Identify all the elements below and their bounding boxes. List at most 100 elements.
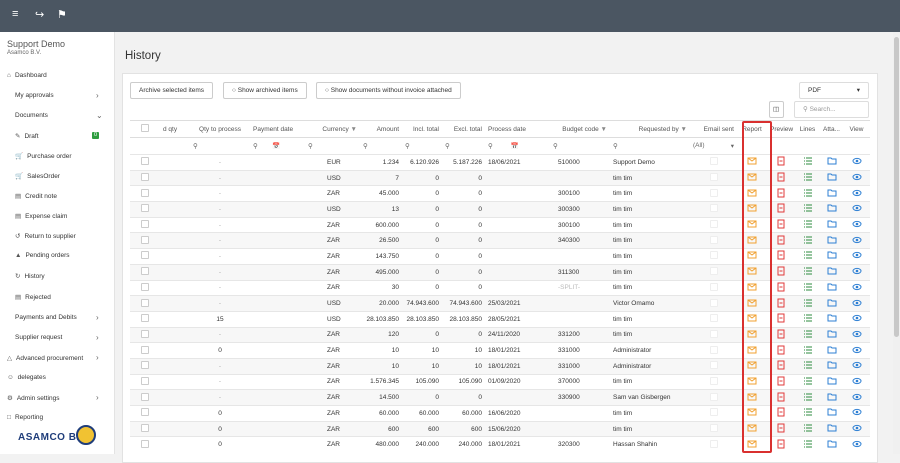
nav-item[interactable]: Supplier request bbox=[15, 334, 62, 341]
row-checkbox[interactable] bbox=[130, 202, 160, 218]
nav-item[interactable]: □Reporting bbox=[7, 414, 43, 421]
notifications-button[interactable]: ⚑ bbox=[57, 8, 67, 21]
row-checkbox[interactable] bbox=[130, 343, 160, 359]
lines-action[interactable] bbox=[795, 406, 820, 422]
lines-action[interactable] bbox=[795, 217, 820, 233]
view-action[interactable] bbox=[843, 406, 870, 422]
atta-action[interactable] bbox=[820, 170, 843, 186]
nav-item[interactable]: 🛒SalesOrder bbox=[15, 172, 60, 180]
row-checkbox[interactable] bbox=[130, 421, 160, 437]
nav-item[interactable]: My approvals bbox=[15, 92, 54, 99]
row-checkbox[interactable] bbox=[130, 406, 160, 422]
view-action[interactable] bbox=[843, 421, 870, 437]
row-checkbox[interactable] bbox=[130, 280, 160, 296]
lines-action[interactable] bbox=[795, 311, 820, 327]
view-action[interactable] bbox=[843, 217, 870, 233]
atta-action[interactable] bbox=[820, 217, 843, 233]
atta-action[interactable] bbox=[820, 374, 843, 390]
row-checkbox[interactable] bbox=[130, 327, 160, 343]
view-action[interactable] bbox=[843, 280, 870, 296]
lines-action[interactable] bbox=[795, 186, 820, 202]
search-input[interactable]: ⚲ Search... bbox=[794, 101, 869, 118]
lines-action[interactable] bbox=[795, 264, 820, 280]
view-action[interactable] bbox=[843, 358, 870, 374]
view-action[interactable] bbox=[843, 202, 870, 218]
atta-action[interactable] bbox=[820, 311, 843, 327]
nav-item[interactable]: 🛒Purchase order bbox=[15, 152, 72, 160]
lines-action[interactable] bbox=[795, 327, 820, 343]
view-action[interactable] bbox=[843, 437, 870, 453]
nav-item[interactable]: ⚙Admin settings bbox=[7, 394, 59, 402]
atta-action[interactable] bbox=[820, 186, 843, 202]
view-action[interactable] bbox=[843, 343, 870, 359]
atta-action[interactable] bbox=[820, 343, 843, 359]
view-action[interactable] bbox=[843, 233, 870, 249]
atta-action[interactable] bbox=[820, 264, 843, 280]
nav-item[interactable]: ▤Expense claim bbox=[15, 212, 67, 220]
row-checkbox[interactable] bbox=[130, 390, 160, 406]
lines-action[interactable] bbox=[795, 170, 820, 186]
nav-item[interactable]: ⌂Dashboard bbox=[7, 72, 47, 79]
lines-action[interactable] bbox=[795, 280, 820, 296]
row-checkbox[interactable] bbox=[130, 358, 160, 374]
menu-button[interactable]: ≡ bbox=[12, 8, 18, 20]
row-checkbox[interactable] bbox=[130, 155, 160, 171]
lines-action[interactable] bbox=[795, 437, 820, 453]
atta-action[interactable] bbox=[820, 327, 843, 343]
lines-action[interactable] bbox=[795, 343, 820, 359]
view-action[interactable] bbox=[843, 390, 870, 406]
view-action[interactable] bbox=[843, 186, 870, 202]
nav-item[interactable]: ▲Pending orders bbox=[15, 252, 70, 259]
nav-item[interactable]: ↺Return to supplier bbox=[15, 232, 76, 240]
view-action[interactable] bbox=[843, 264, 870, 280]
row-checkbox[interactable] bbox=[130, 217, 160, 233]
atta-action[interactable] bbox=[820, 249, 843, 265]
columns-button[interactable]: ◫ bbox=[769, 101, 784, 118]
nav-item[interactable]: ☺delegates bbox=[7, 374, 46, 381]
logout-button[interactable]: ↪ bbox=[35, 8, 44, 21]
row-checkbox[interactable] bbox=[130, 296, 160, 312]
atta-action[interactable] bbox=[820, 202, 843, 218]
lines-action[interactable] bbox=[795, 296, 820, 312]
lines-action[interactable] bbox=[795, 390, 820, 406]
lines-action[interactable] bbox=[795, 233, 820, 249]
lines-action[interactable] bbox=[795, 202, 820, 218]
atta-action[interactable] bbox=[820, 358, 843, 374]
atta-action[interactable] bbox=[820, 296, 843, 312]
atta-action[interactable] bbox=[820, 280, 843, 296]
view-action[interactable] bbox=[843, 327, 870, 343]
nav-item[interactable]: ↻History bbox=[15, 272, 45, 280]
atta-action[interactable] bbox=[820, 155, 843, 171]
atta-action[interactable] bbox=[820, 421, 843, 437]
export-select[interactable]: PDF▾ bbox=[799, 82, 869, 99]
atta-action[interactable] bbox=[820, 406, 843, 422]
view-action[interactable] bbox=[843, 374, 870, 390]
row-checkbox[interactable] bbox=[130, 249, 160, 265]
nav-item[interactable]: ✎Draft bbox=[15, 132, 39, 140]
row-checkbox[interactable] bbox=[130, 170, 160, 186]
lines-action[interactable] bbox=[795, 358, 820, 374]
row-checkbox[interactable] bbox=[130, 311, 160, 327]
toggle-no-invoice[interactable]: ○ Show documents without invoice attache… bbox=[316, 82, 461, 99]
row-checkbox[interactable] bbox=[130, 264, 160, 280]
atta-action[interactable] bbox=[820, 233, 843, 249]
view-action[interactable] bbox=[843, 155, 870, 171]
nav-item[interactable]: ▤Rejected bbox=[15, 293, 51, 301]
view-action[interactable] bbox=[843, 296, 870, 312]
nav-item[interactable]: Documents bbox=[15, 112, 48, 119]
lines-action[interactable] bbox=[795, 249, 820, 265]
row-checkbox[interactable] bbox=[130, 374, 160, 390]
view-action[interactable] bbox=[843, 311, 870, 327]
view-action[interactable] bbox=[843, 249, 870, 265]
row-checkbox[interactable] bbox=[130, 186, 160, 202]
atta-action[interactable] bbox=[820, 390, 843, 406]
nav-item[interactable]: Payments and Debits bbox=[15, 314, 77, 321]
lines-action[interactable] bbox=[795, 155, 820, 171]
archive-button[interactable]: Archive selected items bbox=[130, 82, 213, 99]
toggle-archived[interactable]: ○ Show archived items bbox=[223, 82, 307, 99]
lines-action[interactable] bbox=[795, 421, 820, 437]
view-action[interactable] bbox=[843, 170, 870, 186]
nav-item[interactable]: △Advanced procurement bbox=[7, 354, 83, 362]
row-checkbox[interactable] bbox=[130, 437, 160, 453]
nav-item[interactable]: ▤Credit note bbox=[15, 192, 57, 200]
